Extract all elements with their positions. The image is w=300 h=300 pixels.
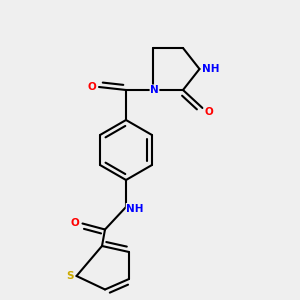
Text: O: O	[87, 82, 96, 92]
Text: NH: NH	[202, 64, 220, 74]
Text: O: O	[70, 218, 80, 229]
Text: S: S	[66, 271, 74, 281]
Text: N: N	[150, 85, 159, 95]
Text: NH: NH	[126, 203, 144, 214]
Text: O: O	[204, 106, 213, 117]
